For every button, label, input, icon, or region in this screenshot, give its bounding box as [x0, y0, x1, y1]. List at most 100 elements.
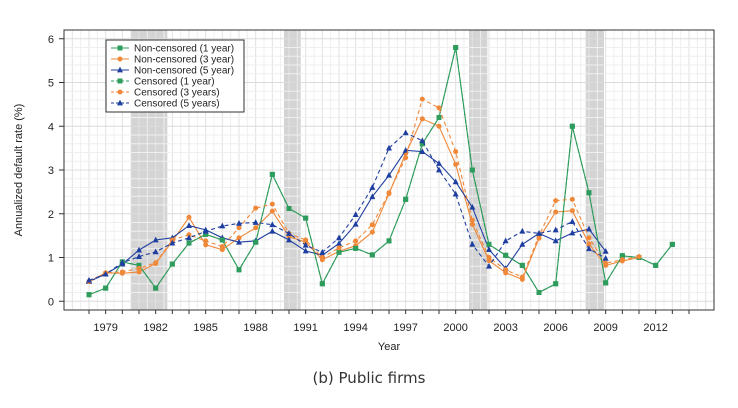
data-point: [552, 237, 559, 244]
data-point: [203, 242, 209, 248]
data-point: [586, 245, 592, 252]
data-point: [553, 281, 559, 287]
data-point: [502, 237, 509, 244]
legend-item: Censored (5 years): [111, 99, 220, 110]
data-point: [369, 193, 376, 200]
x-tick-label: 1991: [293, 322, 317, 334]
data-point: [152, 236, 159, 243]
data-point: [419, 116, 425, 122]
data-point: [603, 260, 609, 266]
data-point: [169, 239, 176, 246]
series-line: [88, 132, 606, 281]
series-group: [86, 45, 675, 298]
data-point: [136, 253, 142, 259]
data-point: [469, 167, 475, 173]
data-point: [236, 225, 242, 231]
series-6: [86, 129, 609, 283]
data-point: [419, 148, 426, 154]
data-point: [236, 267, 242, 273]
series-line: [88, 47, 673, 296]
data-point: [336, 249, 342, 255]
data-point: [486, 262, 492, 269]
data-point: [536, 290, 542, 295]
data-point: [352, 211, 359, 217]
data-point: [236, 238, 242, 245]
y-tick-label: 3: [48, 165, 54, 177]
data-point: [403, 155, 409, 161]
data-point: [453, 149, 459, 155]
data-point: [117, 66, 123, 73]
data-point: [569, 208, 575, 214]
legend-label: Censored (5 years): [134, 99, 220, 110]
x-axis: 1979 1982 1985 1988 1991 1994 1997 2000 2003 2006…: [88, 310, 690, 334]
data-point: [119, 269, 125, 275]
data-point: [386, 190, 392, 196]
data-point: [436, 160, 442, 166]
data-point: [552, 226, 559, 233]
data-point: [619, 253, 625, 259]
x-tick-label: 1997: [393, 322, 417, 334]
data-point: [569, 229, 576, 236]
data-point: [119, 259, 126, 266]
data-point: [402, 129, 409, 136]
data-point: [286, 230, 292, 236]
x-tick-label: 2006: [543, 322, 567, 334]
data-point: [117, 56, 123, 62]
data-point: [653, 262, 659, 268]
data-point: [536, 230, 542, 236]
data-point: [252, 219, 259, 225]
data-point: [219, 237, 225, 243]
data-point: [286, 206, 292, 211]
x-tick-label: 1985: [193, 322, 217, 334]
y-axis: 0 1 2 3 4 5 6: [48, 34, 64, 308]
data-point: [386, 238, 392, 244]
legend-label: Censored (3 years): [134, 88, 220, 99]
data-point: [352, 220, 359, 227]
data-point: [303, 237, 309, 243]
data-point: [603, 280, 609, 286]
data-point: [586, 190, 592, 196]
data-point: [136, 269, 142, 275]
data-point: [117, 45, 123, 51]
data-point: [186, 234, 192, 241]
data-point: [386, 144, 392, 151]
data-point: [117, 99, 123, 106]
data-point: [469, 217, 475, 223]
data-point: [519, 241, 526, 247]
data-point: [86, 292, 92, 298]
data-point: [419, 141, 425, 147]
data-point: [602, 255, 609, 261]
legend-label: Non-censored (5 year): [134, 66, 234, 77]
data-point: [569, 218, 576, 224]
data-point: [369, 222, 375, 228]
data-point: [153, 285, 159, 291]
series-line: [88, 149, 607, 283]
data-point: [353, 238, 359, 244]
data-point: [203, 231, 209, 237]
data-point: [269, 208, 275, 214]
data-point: [486, 241, 492, 247]
data-point: [369, 229, 375, 235]
data-point: [336, 234, 342, 241]
data-point: [452, 178, 459, 185]
data-point: [219, 244, 225, 250]
data-point: [436, 166, 442, 173]
x-tick-label: 1979: [93, 322, 117, 334]
x-tick-label: 2012: [643, 322, 667, 334]
data-point: [669, 241, 675, 247]
data-point: [186, 214, 192, 220]
legend-label: Censored (1 year): [134, 77, 215, 88]
data-point: [386, 171, 392, 178]
series-line: [88, 118, 640, 283]
data-point: [602, 248, 609, 254]
data-point: [469, 241, 476, 247]
data-point: [136, 262, 142, 268]
data-point: [319, 281, 325, 287]
y-tick-label: 2: [48, 209, 54, 221]
data-point: [569, 196, 575, 202]
series-line: [88, 98, 640, 283]
data-point: [236, 235, 242, 241]
data-point: [553, 209, 559, 215]
data-point: [519, 227, 526, 234]
data-point: [136, 246, 142, 253]
